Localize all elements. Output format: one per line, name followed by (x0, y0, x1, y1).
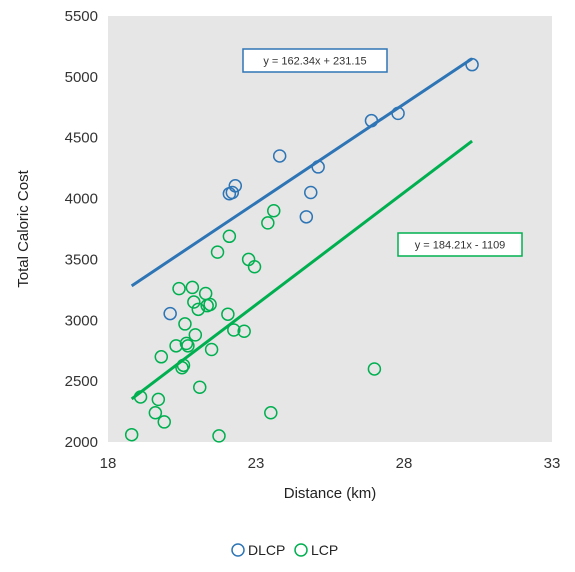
data-point-dlcp (228, 179, 243, 193)
plot-area (108, 16, 552, 442)
data-point-dlcp (364, 113, 379, 128)
equation-label-dlcp: y = 162.34x + 231.15 (263, 56, 366, 68)
x-tick-label: 28 (396, 455, 413, 472)
data-point-lcp (191, 302, 206, 317)
data-point-lcp (151, 392, 166, 407)
data-point-dlcp (304, 185, 318, 200)
data-point-lcp (188, 328, 203, 342)
x-axis-label: Distance (km) (284, 485, 377, 502)
y-axis-label: Total Caloric Cost (15, 169, 32, 287)
data-point-lcp (261, 216, 275, 230)
data-point-dlcp (311, 160, 325, 174)
data-point-lcp (179, 336, 194, 351)
y-tick-label: 4000 (65, 191, 98, 208)
data-point-dlcp (465, 57, 479, 72)
data-point-lcp (154, 350, 169, 364)
trendline-dlcp (130, 57, 473, 288)
legend-label-lcp: LCP (311, 542, 338, 558)
legend-label-dlcp: DLCP (248, 542, 285, 558)
data-point-dlcp (272, 149, 287, 163)
data-point-lcp (221, 307, 235, 321)
y-tick-label: 5000 (65, 69, 98, 86)
y-tick-label: 3000 (65, 312, 98, 329)
y-tick-label: 4500 (65, 130, 98, 147)
equation-box-lcp (397, 232, 523, 257)
legend-marker-lcp (294, 543, 308, 557)
data-point-lcp (237, 324, 251, 338)
data-point-lcp (157, 415, 171, 429)
data-point-lcp (203, 297, 217, 312)
y-tick-label: 2000 (65, 434, 98, 451)
data-point-dlcp (299, 210, 314, 224)
data-point-lcp (181, 339, 195, 353)
data-point-lcp (222, 229, 237, 244)
data-point-lcp (367, 362, 382, 376)
x-tick-label: 23 (248, 455, 265, 472)
equation-box-dlcp (242, 48, 388, 73)
y-tick-label: 3500 (65, 251, 98, 268)
data-point-dlcp (225, 185, 240, 200)
data-point-dlcp (163, 306, 177, 321)
data-point-lcp (172, 281, 186, 296)
data-point-lcp (124, 427, 139, 442)
data-point-lcp (212, 429, 226, 443)
data-point-lcp (264, 406, 278, 420)
data-point-lcp (247, 259, 262, 274)
data-point-lcp (210, 245, 225, 259)
data-point-lcp (176, 358, 191, 373)
data-point-lcp (148, 406, 163, 420)
data-point-lcp (193, 380, 207, 394)
x-tick-label: 18 (100, 455, 117, 472)
data-point-lcp (187, 295, 201, 309)
data-point-lcp (267, 203, 281, 218)
data-point-lcp (133, 390, 148, 404)
data-point-lcp (227, 323, 241, 337)
y-tick-label: 2500 (65, 373, 98, 390)
legend-marker-dlcp (231, 543, 245, 557)
data-point-lcp (185, 280, 200, 295)
data-point-lcp (178, 317, 192, 331)
y-tick-label: 5500 (65, 8, 98, 25)
legend: DLCP LCP (231, 542, 338, 558)
data-point-lcp (175, 361, 189, 375)
data-point-dlcp (391, 106, 405, 121)
equation-label-lcp: y = 184.21x - 1109 (415, 240, 506, 252)
x-tick-label: 33 (544, 455, 561, 472)
data-point-lcp (204, 342, 219, 357)
trendline-lcp (130, 139, 473, 401)
